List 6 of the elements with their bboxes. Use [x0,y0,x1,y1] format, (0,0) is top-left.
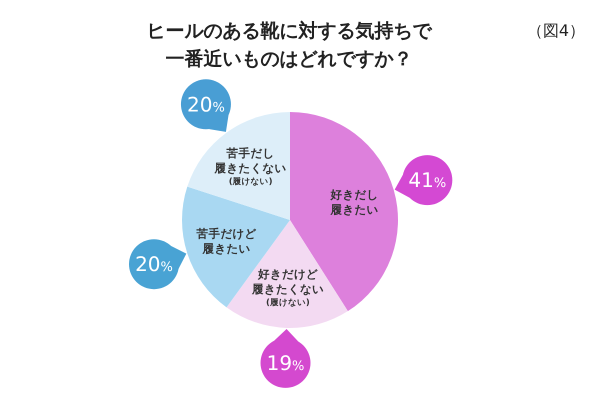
data-label: 20% [135,252,173,276]
data-label: 41% [408,168,446,192]
text: （図4） [526,21,586,40]
data-label: 20% [187,92,225,116]
data-label: 19% [266,350,304,375]
title: ヒールのある靴に対する気持ちで一番近いものはどれですか？ [146,20,432,70]
